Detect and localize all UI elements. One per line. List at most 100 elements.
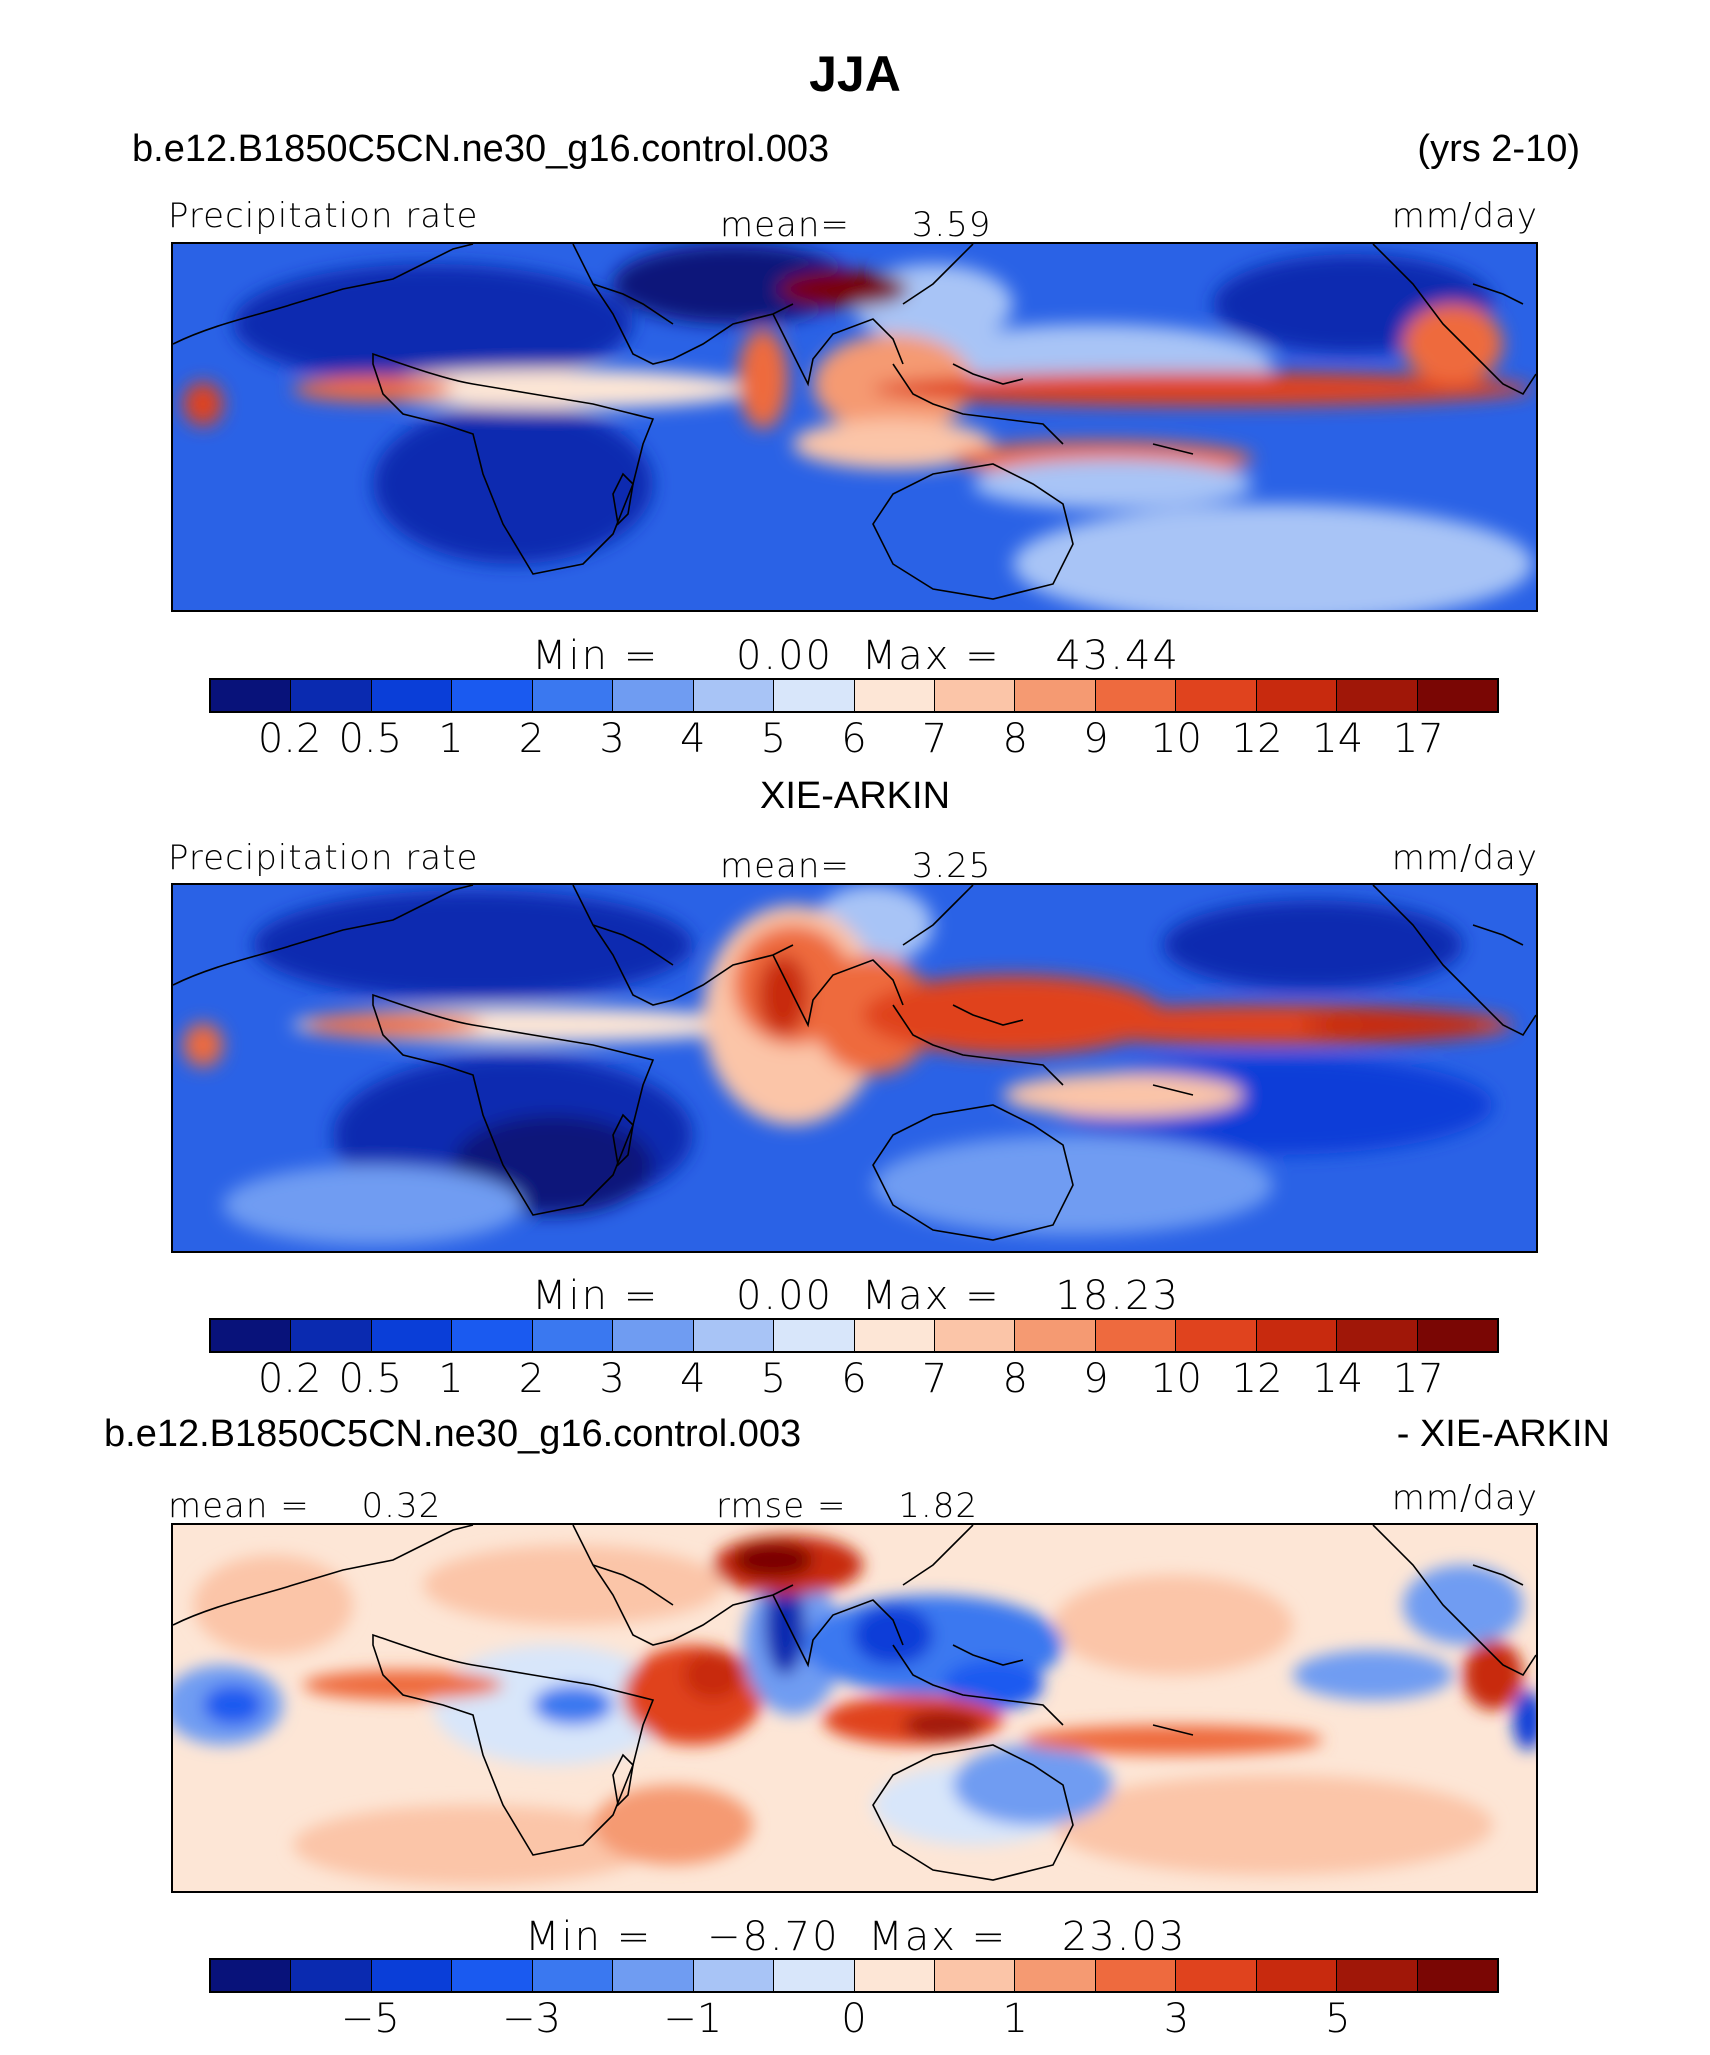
panel2-unit: mm/day — [1391, 838, 1538, 878]
colorbar-swatch — [1015, 680, 1096, 711]
colorbar-swatch — [211, 1320, 292, 1351]
colorbar-tick-label: 0.5 — [338, 1356, 403, 1402]
panel1-map-graphic — [173, 244, 1536, 610]
panel2-min-value: 0.00 — [735, 1273, 833, 1319]
colorbar-swatch — [613, 1960, 694, 1991]
colorbar-swatch — [452, 1960, 533, 1991]
colorbar-tick-label: 8 — [1002, 716, 1028, 762]
panel1-years: (yrs 2-10) — [1417, 128, 1580, 170]
colorbar-tick-label: 3 — [1163, 1996, 1190, 2042]
panel3-mean-text: mean = — [168, 1486, 310, 1526]
colorbar-swatch — [1095, 680, 1177, 711]
colorbar-swatch — [693, 680, 775, 711]
panel3-min-value: −8.70 — [706, 1914, 840, 1960]
colorbar-tick-label: 10 — [1151, 1356, 1202, 1402]
colorbar-swatch — [934, 680, 1016, 711]
colorbar-swatch — [532, 680, 614, 711]
colorbar-tick-label: 9 — [1083, 716, 1109, 762]
panel1-max-label: Max = — [861, 633, 1001, 679]
panel3-rmse-text: rmse = — [716, 1486, 847, 1526]
colorbar-tick-label: 5 — [760, 716, 787, 762]
colorbar-swatch — [934, 1320, 1016, 1351]
colorbar-tick-label: 14 — [1312, 716, 1364, 762]
panel3-mean-label: mean = 0.32 — [168, 1486, 441, 1526]
panel3-mean-value: 0.32 — [361, 1486, 442, 1526]
colorbar-swatch — [211, 680, 292, 711]
colorbar-swatch — [1417, 680, 1497, 711]
colorbar-swatch — [532, 1320, 614, 1351]
panel2-variable-label: Precipitation rate — [168, 838, 479, 878]
colorbar-swatch — [1417, 1960, 1497, 1991]
panel2-min-label: Min = — [532, 1273, 660, 1319]
colorbar-tick-label: 5 — [1325, 1996, 1351, 2042]
panel1-colorbar — [209, 678, 1499, 713]
colorbar-tick-label: 12 — [1231, 716, 1283, 762]
colorbar-swatch — [774, 1320, 855, 1351]
colorbar-swatch — [774, 1960, 855, 1991]
panel1-case-name: b.e12.B1850C5CN.ne30_g16.control.003 — [132, 128, 830, 170]
panel1-mean-value: 3.59 — [911, 205, 992, 245]
colorbar-swatch — [291, 680, 372, 711]
colorbar-swatch — [211, 1960, 292, 1991]
panel2-max-label: Max = — [861, 1273, 1001, 1319]
colorbar-swatch — [1337, 1960, 1418, 1991]
colorbar-tick-label: −1 — [663, 1996, 723, 2042]
colorbar-swatch — [452, 680, 533, 711]
colorbar-swatch — [693, 1960, 775, 1991]
panel2-precip-map — [171, 883, 1538, 1253]
colorbar-tick-label: 1 — [438, 716, 464, 762]
colorbar-swatch — [1256, 680, 1338, 711]
colorbar-tick-label: 7 — [921, 1356, 948, 1402]
colorbar-tick-label: 0 — [841, 1996, 867, 2042]
panel1-min-value: 0.00 — [735, 633, 833, 679]
panel1-min-label: Min = — [532, 633, 660, 679]
colorbar-tick-label: 10 — [1151, 716, 1202, 762]
panel3-min-label: Min = — [525, 1914, 653, 1960]
colorbar-swatch — [371, 1960, 453, 1991]
panel3-minmax: Min = −8.70 Max = 23.03 — [525, 1914, 1186, 1960]
panel2-max-value: 18.23 — [1055, 1273, 1180, 1319]
panel3-minus-obs: - XIE-ARKIN — [1396, 1413, 1610, 1455]
panel2-map-graphic — [173, 885, 1536, 1251]
colorbar-swatch — [1337, 680, 1418, 711]
colorbar-swatch — [1256, 1320, 1338, 1351]
panel1-max-value: 43.44 — [1055, 633, 1180, 679]
colorbar-tick-label: −3 — [502, 1996, 561, 2042]
panel2-colorbar — [209, 1318, 1499, 1353]
colorbar-swatch — [774, 680, 855, 711]
colorbar-tick-label: 9 — [1083, 1356, 1109, 1402]
colorbar-tick-label: 17 — [1392, 716, 1444, 762]
panel3-unit: mm/day — [1391, 1478, 1538, 1518]
panel2-mean-text: mean= — [720, 846, 850, 886]
colorbar-tick-label: 7 — [921, 716, 948, 762]
colorbar-swatch — [291, 1960, 372, 1991]
colorbar-swatch — [854, 1320, 935, 1351]
colorbar-swatch — [1176, 680, 1257, 711]
panel2-mean-label: mean= 3.25 — [720, 846, 991, 886]
colorbar-swatch — [1256, 1960, 1338, 1991]
panel1-precip-map — [171, 242, 1538, 612]
colorbar-swatch — [1337, 1320, 1418, 1351]
panel1-minmax: Min = 0.00 Max = 43.44 — [532, 633, 1180, 679]
colorbar-swatch — [371, 680, 453, 711]
colorbar-tick-label: 2 — [518, 1356, 545, 1402]
colorbar-swatch — [934, 1960, 1016, 1991]
panel2-mean-value: 3.25 — [911, 846, 992, 886]
colorbar-swatch — [1095, 1960, 1177, 1991]
colorbar-tick-label: 6 — [841, 716, 867, 762]
colorbar-swatch — [1417, 1320, 1497, 1351]
colorbar-tick-label: 3 — [599, 716, 625, 762]
colorbar-tick-label: 2 — [518, 716, 545, 762]
colorbar-tick-label: 3 — [599, 1356, 625, 1402]
colorbar-swatch — [854, 1960, 935, 1991]
colorbar-tick-label: 1 — [438, 1356, 464, 1402]
colorbar-tick-label: 17 — [1392, 1356, 1444, 1402]
colorbar-swatch — [452, 1320, 533, 1351]
colorbar-swatch — [291, 1320, 372, 1351]
colorbar-tick-label: 4 — [680, 1356, 706, 1402]
colorbar-tick-label: 8 — [1002, 1356, 1028, 1402]
colorbar-swatch — [1176, 1960, 1257, 1991]
colorbar-tick-label: 14 — [1312, 1356, 1364, 1402]
colorbar-tick-label: 12 — [1231, 1356, 1283, 1402]
panel3-map-graphic — [173, 1525, 1536, 1891]
